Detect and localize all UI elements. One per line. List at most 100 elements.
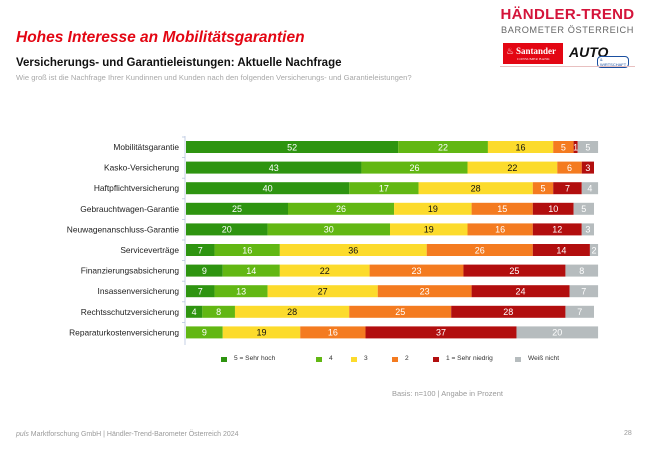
data-label: 19: [428, 204, 438, 214]
data-label: 16: [242, 245, 252, 255]
bar-segment: [202, 305, 235, 318]
bar-segment: [581, 161, 594, 174]
data-label: 16: [328, 328, 338, 338]
bar-segment: [553, 182, 582, 195]
bar-segment: [471, 202, 533, 215]
data-label: 28: [287, 307, 297, 317]
data-label: 9: [202, 328, 207, 338]
data-label: 8: [579, 266, 584, 276]
data-label: 2: [591, 245, 596, 255]
data-label: 7: [198, 245, 203, 255]
bar-segment: [467, 161, 558, 174]
bar-segment: [573, 202, 594, 215]
bar-segment: [557, 161, 582, 174]
legend-swatch: [316, 357, 322, 362]
stacked-bar-chart: Mobilitätsgarantie 52 22 16 5 1 5Kasko-Versich…: [67, 136, 599, 345]
data-label: 7: [577, 307, 582, 317]
bar-segment: [532, 182, 554, 195]
data-label: 23: [412, 266, 422, 276]
data-label: 14: [556, 245, 566, 255]
bar-segment: [418, 182, 533, 195]
auto-wirtschaft-logo: AUTO & WIRTSCHAFT: [569, 43, 630, 68]
bar-segment: [349, 182, 419, 195]
data-label: 16: [516, 142, 526, 152]
data-label: 24: [516, 287, 526, 297]
legend-swatch: [392, 357, 398, 362]
data-label: 26: [475, 245, 485, 255]
logo-divider: [500, 66, 635, 67]
data-label: 5: [561, 142, 566, 152]
bar-segment: [463, 264, 566, 277]
bar-segment: [234, 305, 350, 318]
data-label: 25: [509, 266, 519, 276]
bar-segment: [581, 223, 594, 236]
bar-segment: [516, 326, 599, 339]
bar-segment: [565, 264, 599, 277]
data-label: 43: [269, 163, 279, 173]
logo-line-2: BAROMETER ÖSTERREICH: [501, 25, 634, 35]
data-label: 28: [471, 184, 481, 194]
bar-segment: [361, 161, 468, 174]
category-label: Kasko-Versicherung: [104, 163, 179, 173]
bar-segment: [214, 285, 268, 298]
santander-sub: CONSUMER BANK: [517, 57, 550, 61]
data-label: 19: [256, 328, 266, 338]
legend-swatch: [221, 357, 227, 362]
bar-segment: [394, 202, 472, 215]
legend-label: 1 = Sehr niedrig: [446, 355, 493, 362]
category-label: Finanzierungsabsicherung: [81, 266, 180, 276]
bar-segment: [426, 244, 533, 256]
bar-segment: [451, 305, 566, 318]
data-label: 15: [497, 204, 507, 214]
data-label: 19: [424, 225, 434, 235]
data-label: 30: [324, 225, 334, 235]
bar-segment: [398, 141, 488, 153]
bar-segment: [186, 202, 288, 215]
santander-flame-icon: ♨: [506, 46, 515, 56]
data-label: 14: [246, 266, 256, 276]
data-label: 22: [507, 163, 517, 173]
category-label: Gebrauchtwagen-Garantie: [80, 204, 179, 214]
category-label: Serviceverträge: [120, 245, 179, 255]
santander-logo: ♨ Santander CONSUMER BANK: [503, 43, 563, 64]
legend-swatch: [433, 357, 439, 362]
bar-segment: [267, 285, 378, 298]
data-label: 6: [567, 163, 572, 173]
data-label: 5: [540, 184, 545, 194]
bar-segment: [581, 182, 599, 195]
bar-segment: [467, 223, 533, 236]
legend-label: 3: [364, 355, 368, 362]
bar-segment: [288, 202, 395, 215]
data-label: 3: [585, 225, 590, 235]
logo-line-1: HÄNDLER-TREND: [500, 6, 635, 23]
data-label: 40: [263, 184, 273, 194]
bar-segment: [471, 285, 570, 298]
bar-segment: [553, 141, 574, 153]
bar-segment: [279, 264, 370, 277]
data-label: 25: [395, 307, 405, 317]
data-label: 12: [552, 225, 562, 235]
category-label: Insassenversicherung: [98, 286, 180, 296]
bar-segment: [222, 264, 280, 277]
bar-segment: [565, 305, 594, 318]
bar-segment: [186, 141, 399, 153]
data-label: 5: [581, 204, 586, 214]
bar-segment: [267, 223, 390, 236]
data-label: 10: [548, 204, 558, 214]
data-label: 16: [495, 225, 505, 235]
bar-segment: [532, 244, 590, 256]
bar-segment: [186, 182, 350, 195]
legend-label: 2: [405, 355, 409, 362]
bar-segment: [349, 305, 452, 318]
legend-label: 4: [329, 355, 333, 362]
slide-title: Hohes Interesse an Mobilitätsgarantien: [16, 29, 305, 46]
bar-segment: [214, 244, 280, 256]
chart-subtitle: Versicherungs- und Garantieleistungen: A…: [16, 57, 342, 69]
category-label: Rechtsschutzversicherung: [81, 307, 180, 317]
category-label: Haftpflichtversicherung: [94, 183, 180, 193]
bar-segment: [300, 326, 366, 339]
data-label: 20: [222, 225, 232, 235]
bar-segment: [186, 264, 223, 277]
legend-label: Weiß nicht: [528, 355, 560, 362]
data-label: 13: [236, 287, 246, 297]
